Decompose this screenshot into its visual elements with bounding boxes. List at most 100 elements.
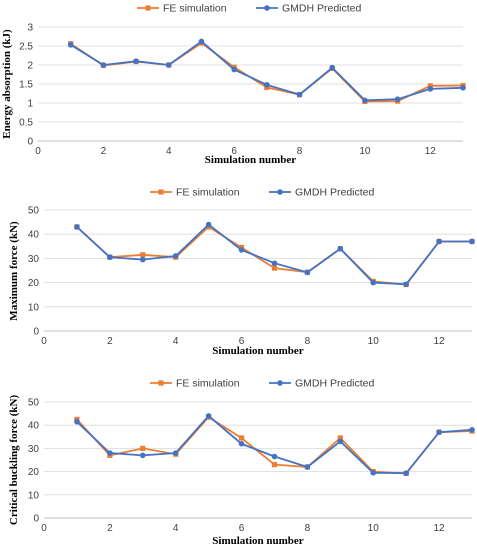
legend-label: GMDH Predicted xyxy=(295,187,375,199)
gmdh-predicted-point xyxy=(469,427,475,433)
x-tick-label: 10 xyxy=(359,146,371,157)
gmdh-predicted-point xyxy=(427,86,434,92)
legend-square-marker-icon xyxy=(145,5,151,11)
gmdh-predicted-point xyxy=(139,256,146,263)
gmdh-predicted-point xyxy=(337,245,344,252)
gmdh-predicted-point xyxy=(264,81,270,88)
y-tick-label: 0 xyxy=(33,514,39,525)
gmdh-predicted-point xyxy=(67,42,74,48)
legend-circle-marker-icon xyxy=(264,5,270,11)
gmdh-predicted-point xyxy=(205,221,212,228)
x-tick-label: 0 xyxy=(41,336,47,347)
gmdh-predicted-point xyxy=(165,62,172,68)
y-tick-label: 30 xyxy=(28,254,40,265)
maximum-force-chart: 0 10 20 30 40 50 0 2 4 6 8 10 12 Simulation number Max… xyxy=(0,181,477,364)
fe-simulation-point xyxy=(427,83,433,89)
energy-absorption-plot: 0 0.5 1 1.5 2 2.5 3 0 2 4 6 8 10 12 Simulation number E… xyxy=(1,3,466,166)
legend-square-marker-icon xyxy=(158,380,164,386)
fe-simulation-point xyxy=(140,445,146,451)
y-tick-label: 40 xyxy=(28,230,40,241)
legend-label: GMDH Predicted xyxy=(295,378,375,390)
gmdh-predicted-point xyxy=(436,429,442,435)
x-tick-label: 0 xyxy=(35,146,41,157)
y-tick-label: 2.5 xyxy=(19,42,33,53)
gmdh-predicted-point xyxy=(107,450,113,456)
gmdh-predicted-point xyxy=(100,62,107,68)
y-tick-label: 20 xyxy=(28,278,40,289)
gmdh-predicted-point xyxy=(238,440,245,447)
y-tick-label: 10 xyxy=(28,490,40,501)
gmdh-predicted-point xyxy=(394,96,401,102)
x-tick-label: 12 xyxy=(434,336,446,347)
y-axis-title: Maximum force (kN) xyxy=(8,221,20,321)
gmdh-predicted-point xyxy=(139,452,146,459)
legend-square-marker-icon xyxy=(158,189,164,195)
gmdh-predicted-point xyxy=(296,91,303,98)
fe-simulation-point xyxy=(271,462,278,468)
maximum-force-plot: 0 10 20 30 40 50 0 2 4 6 8 10 12 Simulation number Max… xyxy=(8,187,475,357)
gmdh-predicted-point xyxy=(198,38,205,45)
x-tick-label: 10 xyxy=(368,523,380,534)
x-axis-title: Simulation number xyxy=(205,154,296,166)
gmdh-predicted-point xyxy=(370,469,377,476)
y-axis-title: Energy absorption (kJ) xyxy=(1,29,13,139)
x-tick-label: 12 xyxy=(434,523,446,534)
gmdh-predicted-point xyxy=(231,66,237,73)
x-tick-label: 6 xyxy=(239,336,245,347)
legend-label: FE simulation xyxy=(176,378,240,390)
gmdh-predicted-point xyxy=(74,224,80,230)
gmdh-predicted-point xyxy=(74,418,80,425)
gmdh-predicted-point xyxy=(403,281,409,288)
x-tick-label: 4 xyxy=(173,336,179,347)
fe-simulation-point xyxy=(271,265,278,271)
x-axis-title: Simulation number xyxy=(212,345,303,357)
fe-simulation-point xyxy=(140,252,146,258)
gmdh-predicted-point xyxy=(172,253,179,259)
critical-buckling-force-plot: 0 10 20 30 40 50 0 2 4 6 8 10 12 Simulation number Cri… xyxy=(8,378,475,547)
x-tick-label: 12 xyxy=(425,146,437,157)
x-tick-label: 10 xyxy=(368,336,380,347)
y-tick-label: 50 xyxy=(28,206,40,217)
x-tick-label: 8 xyxy=(297,146,303,157)
gmdh-predicted-point xyxy=(436,238,442,245)
y-tick-label: 1 xyxy=(27,99,33,110)
fe-simulation-point xyxy=(337,435,343,441)
gmdh-predicted-point xyxy=(337,438,344,445)
y-tick-label: 0 xyxy=(33,327,39,338)
y-tick-label: 3 xyxy=(27,23,33,34)
gmdh-predicted-line xyxy=(70,40,464,102)
gmdh-predicted-point xyxy=(205,413,212,419)
y-tick-label: 1.5 xyxy=(19,80,33,91)
gmdh-predicted-point xyxy=(403,470,409,477)
x-tick-label: 4 xyxy=(173,523,179,534)
y-tick-label: 20 xyxy=(28,467,40,478)
gmdh-predicted-point xyxy=(304,269,311,276)
legend-fe-simulation: FE simulation xyxy=(150,378,240,390)
x-axis-title: Simulation number xyxy=(212,535,303,547)
gmdh-predicted-point xyxy=(304,464,311,470)
legend-gmdh-predicted: GMDH Predicted xyxy=(256,3,362,15)
fe-simulation-line xyxy=(70,41,464,103)
x-tick-label: 2 xyxy=(101,146,107,157)
gmdh-predicted-point xyxy=(172,450,179,456)
gmdh-predicted-point xyxy=(460,85,466,91)
legend-circle-marker-icon xyxy=(277,380,283,386)
legend-gmdh-predicted: GMDH Predicted xyxy=(269,378,375,390)
y-tick-label: 10 xyxy=(28,302,40,313)
critical-buckling-force-chart: 0 10 20 30 40 50 0 2 4 6 8 10 12 Simulation number Cri… xyxy=(0,372,477,550)
x-tick-label: 6 xyxy=(231,146,237,157)
gmdh-predicted-point xyxy=(271,453,278,460)
y-axis-title: Critical buckling force (kN) xyxy=(8,395,20,526)
legend-fe-simulation: FE simulation xyxy=(150,187,240,199)
gmdh-predicted-point xyxy=(238,247,245,253)
x-tick-label: 2 xyxy=(107,336,113,347)
y-tick-label: 2 xyxy=(27,61,33,72)
gmdh-predicted-point xyxy=(133,58,139,64)
gmdh-predicted-point xyxy=(469,238,475,245)
legend-circle-marker-icon xyxy=(277,189,283,195)
y-tick-label: 0 xyxy=(27,137,33,148)
x-tick-label: 0 xyxy=(41,523,47,534)
y-tick-label: 0.5 xyxy=(19,118,33,129)
x-tick-label: 6 xyxy=(239,523,245,534)
x-tick-label: 8 xyxy=(305,523,311,534)
